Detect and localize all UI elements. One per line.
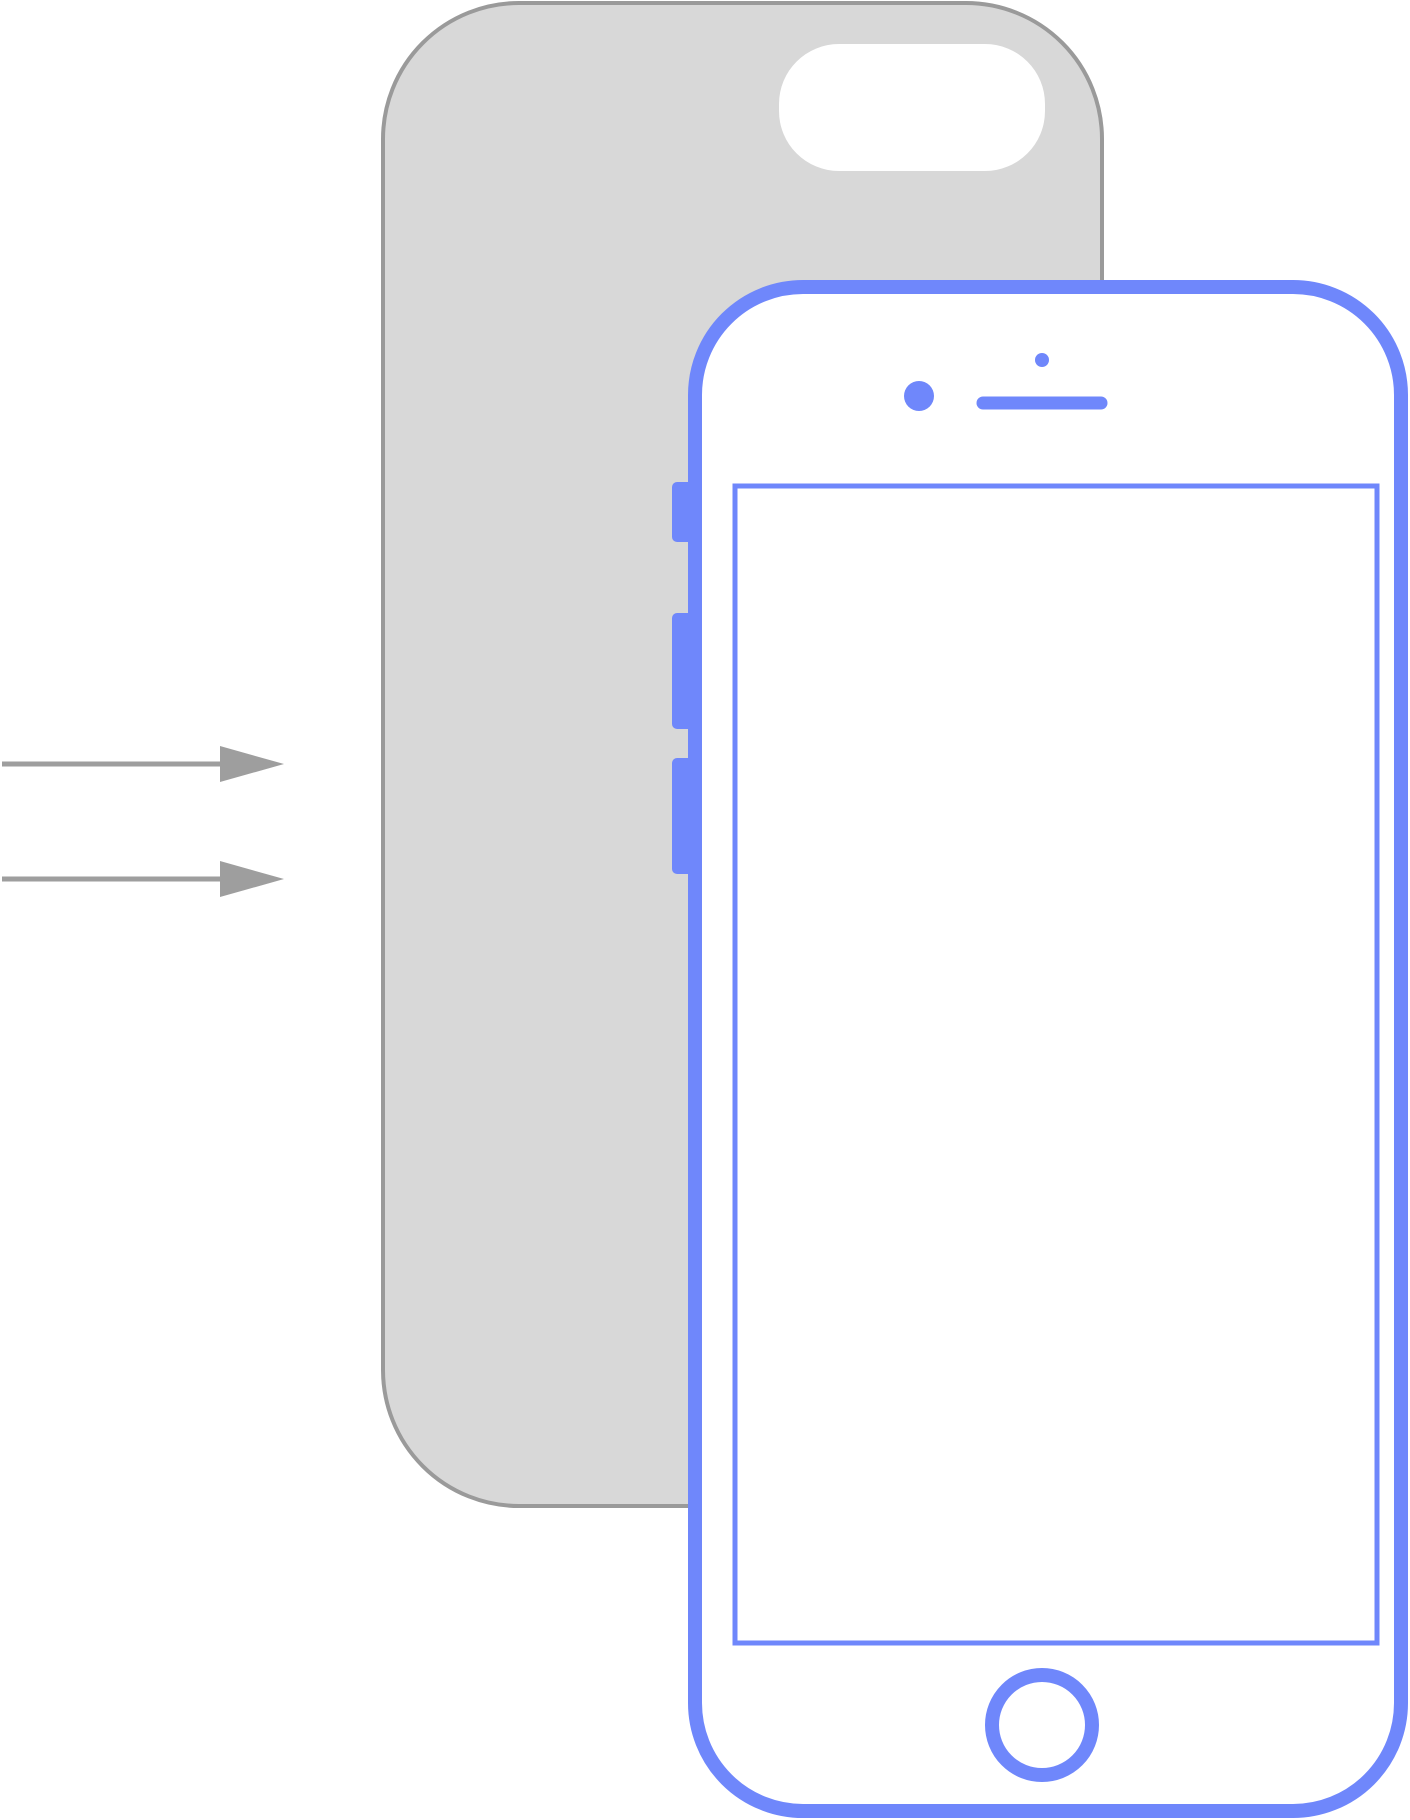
insert-arrows [2, 746, 284, 897]
right-arrow-icon [2, 746, 284, 782]
right-arrow-icon [2, 861, 284, 897]
phone-body [688, 280, 1408, 1818]
proximity-sensor [1035, 353, 1049, 367]
home-button-icon [985, 1668, 1099, 1782]
screen [732, 483, 1380, 1646]
camera-cutout [779, 44, 1045, 171]
front-camera [904, 381, 934, 411]
smartphone-front-icon [688, 280, 1408, 1818]
